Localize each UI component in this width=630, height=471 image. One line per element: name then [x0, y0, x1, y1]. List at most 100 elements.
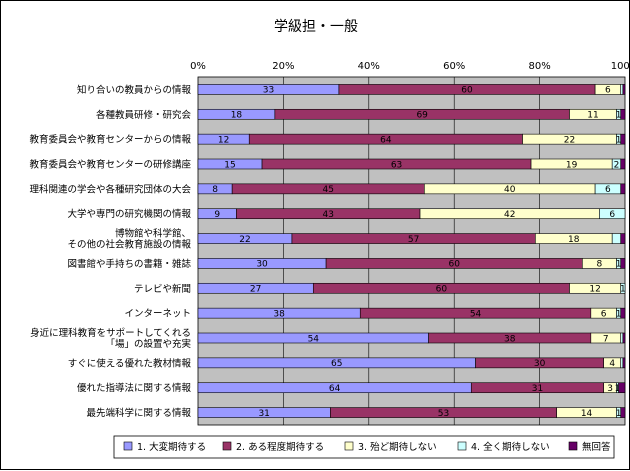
category-label: 「場」の設置や充実: [105, 338, 191, 350]
data-label: 1: [616, 260, 622, 270]
data-label: 2: [614, 160, 620, 170]
data-label: 43: [323, 210, 334, 220]
x-tick-label: 0%: [190, 61, 206, 72]
x-tick-label: 100%: [611, 61, 630, 72]
data-label: 45: [323, 185, 334, 195]
bar-segment: [620, 357, 624, 369]
legend-swatch: [457, 441, 467, 451]
category-label: 教育委員会や教育センターの研修講座: [29, 159, 191, 171]
data-label: 69: [416, 111, 428, 121]
bar-segment: [620, 407, 626, 418]
data-label: 3: [607, 384, 613, 394]
data-label: 18: [568, 235, 580, 245]
legend-label: 3. 殆ど期待しない: [358, 441, 437, 453]
data-label: 7: [603, 334, 609, 344]
bar-segment: [618, 382, 626, 394]
data-label: 27: [250, 285, 261, 295]
data-label: 60: [448, 260, 460, 270]
category-labels: 知り合いの教員からの情報各種教員研修・研究会教育委員会や教育センターからの情報教…: [29, 84, 191, 419]
legend-box: [113, 435, 615, 459]
data-label: 6: [601, 309, 607, 319]
data-label: 6: [605, 86, 611, 96]
data-label: 63: [391, 160, 402, 170]
data-label: 1: [616, 135, 622, 145]
category-label: すぐに使える優れた教材情報: [68, 357, 192, 369]
bar-segment: [622, 357, 626, 369]
bar-segment: [620, 133, 626, 145]
data-label: 38: [504, 334, 516, 344]
data-label: 60: [436, 285, 448, 295]
category-label: 知り合いの教員からの情報: [77, 84, 192, 96]
x-tick-label: 80%: [528, 61, 550, 72]
bar-segment: [620, 84, 624, 95]
category-label: 優れた指導法に関する情報: [77, 382, 192, 394]
legend-swatch: [222, 441, 232, 451]
data-label: 64: [380, 135, 392, 145]
bar-segment: [620, 108, 626, 120]
bar-segment: [622, 332, 626, 344]
data-label: 15: [224, 160, 235, 170]
data-label: 14: [581, 409, 593, 419]
legend-swatch: [568, 441, 578, 451]
x-tick-label: 60%: [443, 61, 465, 72]
x-tick-label: 20%: [272, 61, 294, 72]
data-label: 1: [616, 111, 622, 121]
data-label: 54: [308, 334, 320, 344]
data-label: 11: [587, 111, 598, 121]
bar-segment: [620, 332, 624, 344]
data-label: 1: [620, 285, 626, 295]
x-axis-ticks: 0% 20% 40% 60% 80% 100%: [190, 61, 630, 72]
legend-label: 4. 全く期待しない: [471, 441, 550, 453]
data-label: 6: [605, 185, 611, 195]
category-label: 博物館や科学館、: [115, 228, 191, 240]
data-label: 4: [609, 359, 615, 369]
data-label: 9: [214, 210, 220, 220]
data-label: 1: [615, 384, 621, 394]
data-label: 53: [438, 409, 449, 419]
bar-segment: [620, 158, 626, 170]
legend-swatch: [123, 441, 133, 451]
legend-label: 2. ある程度期待する: [236, 441, 324, 453]
category-label: 大学や専門の研究機関の情報: [67, 208, 191, 220]
legend: 1. 大変期待する 2. ある程度期待する 3. 殆ど期待しない 4. 全く期待しない…: [113, 435, 615, 459]
plot-area: [197, 76, 626, 426]
data-label: 12: [218, 135, 229, 145]
category-label: 教育委員会や教育センターからの情報: [29, 134, 191, 146]
data-label: 42: [504, 210, 515, 220]
data-label: 22: [564, 135, 575, 145]
category-label: その他の社会教育施設の情報: [67, 239, 191, 251]
category-label: インターネット: [124, 309, 191, 320]
bar-segment: [622, 84, 626, 95]
legend-swatch: [344, 441, 354, 451]
bar-segment: [620, 282, 626, 294]
data-label: 19: [566, 160, 578, 170]
data-label: 8: [597, 260, 603, 270]
data-label: 8: [212, 185, 218, 195]
data-label: 1: [616, 309, 622, 319]
legend-label: 1. 大変期待する: [137, 441, 206, 453]
bar-segment: [620, 183, 626, 195]
bar-segment: [620, 307, 626, 319]
data-label: 31: [258, 409, 269, 419]
bar-segment: [611, 233, 622, 244]
bar-segment: [620, 258, 626, 269]
data-label: 33: [263, 86, 274, 96]
data-label: 12: [589, 285, 600, 295]
x-tick-label: 40%: [358, 61, 380, 72]
data-label: 22: [239, 235, 250, 245]
data-label: 30: [534, 359, 546, 369]
category-label: テレビや新聞: [134, 283, 191, 295]
category-label: 理科関連の学会や各種研究団体の大会: [29, 183, 191, 195]
data-label: 54: [470, 309, 482, 319]
bar-segment: [620, 233, 626, 244]
data-label: 31: [532, 384, 543, 394]
data-label: 60: [461, 86, 473, 96]
data-label: 18: [231, 111, 243, 121]
chart-title: 学級担・一般: [274, 19, 358, 35]
data-label: 40: [504, 185, 516, 195]
data-label: 57: [408, 235, 419, 245]
data-label: 6: [609, 210, 615, 220]
legend-label: 無回答: [582, 441, 611, 453]
bar-segment: [599, 208, 626, 220]
